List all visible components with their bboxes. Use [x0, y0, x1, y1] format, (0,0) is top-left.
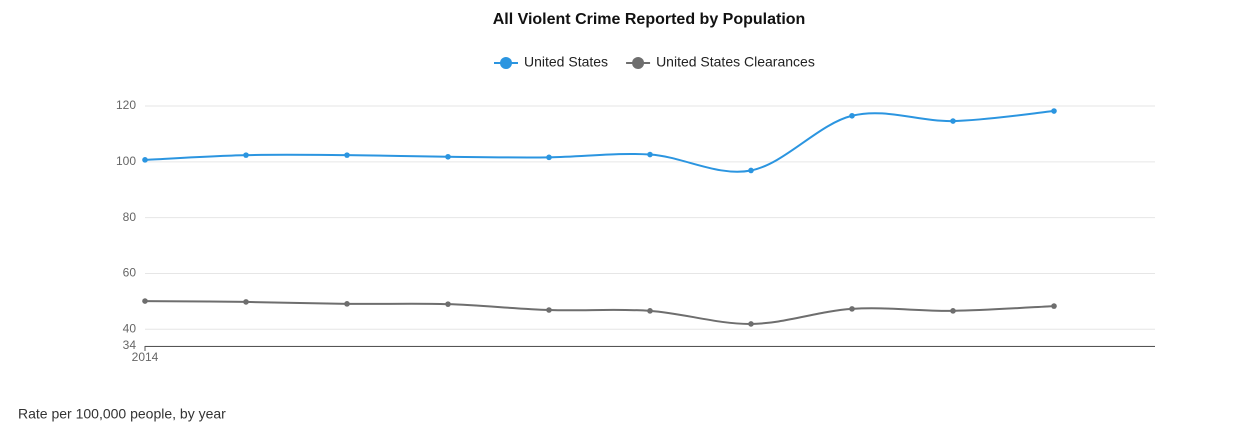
y-tick-label: 120: [116, 98, 136, 112]
data-point: [445, 153, 451, 160]
data-point: [748, 321, 754, 327]
data-point: [1051, 108, 1057, 114]
y-tick-label: 100: [116, 154, 136, 168]
data-point: [344, 301, 350, 307]
data-point: [142, 157, 148, 163]
data-point: [344, 152, 350, 158]
legend-label[interactable]: United States Clearances: [656, 54, 815, 70]
y-tick-label: 40: [123, 321, 137, 335]
legend-marker: [500, 57, 512, 69]
chart-title: All Violent Crime Reported by Population: [493, 11, 806, 28]
series-line: [144, 110, 1055, 173]
legend-marker: [632, 57, 645, 69]
data-point: [950, 308, 956, 314]
data-point: [546, 307, 552, 313]
data-point: [1051, 303, 1057, 309]
data-point: [142, 298, 148, 304]
data-point: [445, 301, 451, 307]
data-point: [647, 308, 653, 314]
legend: United States United States Clearances: [494, 54, 815, 70]
data-point: [647, 151, 653, 158]
series-line: [144, 300, 1055, 325]
data-point: [243, 152, 249, 158]
data-point: [546, 154, 552, 161]
data-point: [950, 118, 956, 124]
y-tick-label: 34: [123, 338, 137, 352]
legend-label[interactable]: United States: [524, 54, 608, 70]
data-point: [243, 299, 249, 305]
x-tick-label: 2014: [132, 350, 159, 364]
chart-note: Rate per 100,000 people, by year: [18, 406, 226, 422]
data-point: [748, 167, 754, 174]
y-tick-label: 60: [123, 266, 137, 280]
data-point: [849, 112, 855, 119]
y-tick-label: 80: [123, 210, 137, 224]
data-point: [849, 306, 855, 312]
